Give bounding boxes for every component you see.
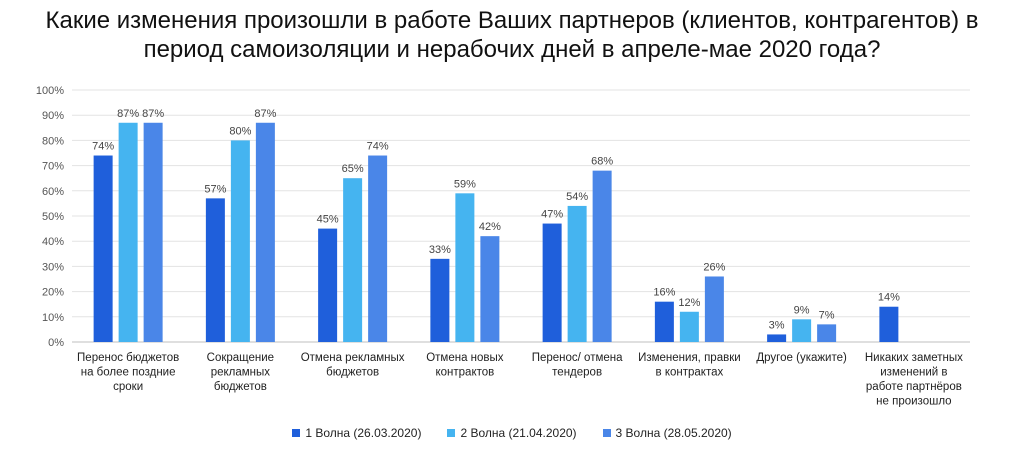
y-tick-label: 60%: [42, 186, 64, 198]
bar: [767, 334, 787, 342]
category-label: Никаких заметных: [865, 352, 963, 364]
category-label: Отмена новых: [426, 352, 504, 364]
legend-item: 3 Волна (28.05.2020): [602, 426, 732, 440]
bar: [592, 170, 612, 342]
chart-title-line-1: Какие изменения произошли в работе Ваших…: [45, 7, 979, 34]
bars: [93, 122, 899, 342]
bar: [368, 155, 388, 342]
y-tick-label: 10%: [42, 312, 64, 324]
y-tick-label: 100%: [36, 85, 64, 97]
category-label: рекламных: [211, 367, 271, 379]
data-label: 7%: [819, 309, 835, 321]
bar: [255, 122, 275, 342]
category-label: сроки: [113, 381, 143, 393]
category-label: на более поздние: [81, 367, 176, 379]
category-label: Изменения, правки: [638, 352, 741, 364]
data-label: 59%: [454, 178, 476, 190]
bar: [455, 193, 475, 342]
bar: [205, 198, 225, 342]
legend-item: 1 Волна (26.03.2020): [292, 426, 421, 440]
category-label: бюджетов: [214, 381, 267, 393]
chart-title: Какие изменения произошли в работе Ваших…: [0, 6, 1024, 64]
bar: [567, 205, 587, 342]
chart-title-line-2: период самоизоляции и нерабочих дней в а…: [143, 36, 881, 63]
category-label: Другое (укажите): [756, 352, 847, 364]
bar: [93, 155, 113, 342]
y-tick-label: 30%: [42, 261, 64, 273]
data-label: 54%: [566, 191, 588, 203]
legend-swatch: [602, 429, 611, 437]
bar: [654, 301, 674, 342]
legend-label: 2 Волна (21.04.2020): [460, 426, 577, 440]
legend-label: 1 Волна (26.03.2020): [305, 426, 422, 440]
data-label: 14%: [878, 292, 900, 304]
y-axis: 0% 10% 20% 30% 40% 50% 60% 70% 80% 90% 100%: [36, 85, 64, 349]
category-label: контрактов: [435, 367, 494, 379]
category-label: Перенос/ отмена: [532, 352, 623, 364]
y-tick-label: 80%: [42, 135, 64, 147]
data-label: 26%: [703, 261, 725, 273]
data-label: 33%: [429, 244, 451, 256]
category-label: работе партнёров: [866, 381, 962, 393]
data-label: 47%: [541, 209, 563, 221]
data-label: 9%: [794, 304, 810, 316]
bar: [430, 258, 450, 342]
category-label: Отмена рекламных: [301, 352, 405, 364]
data-label: 87%: [254, 108, 276, 120]
bar: [480, 236, 500, 342]
y-tick-label: 70%: [42, 161, 64, 173]
bar: [817, 324, 837, 342]
data-label: 68%: [591, 156, 613, 168]
data-label: 16%: [653, 287, 675, 299]
legend-item: 2 Волна (21.04.2020): [447, 426, 577, 440]
legend-swatch: [292, 429, 301, 437]
category-label: изменений в: [880, 367, 947, 379]
y-tick-label: 90%: [42, 110, 64, 122]
bar: [230, 140, 250, 342]
data-label: 87%: [117, 108, 139, 120]
bar: [318, 228, 338, 342]
data-label: 12%: [678, 297, 700, 309]
bar: [679, 311, 699, 342]
y-tick-label: 40%: [42, 236, 64, 248]
bar: [542, 223, 562, 342]
bar: [343, 178, 363, 342]
y-tick-label: 50%: [42, 211, 64, 223]
category-labels: Перенос бюджетов на более поздние сроки Сок…: [77, 352, 963, 408]
y-tick-label: 20%: [42, 287, 64, 299]
bar: [704, 276, 724, 342]
data-label: 42%: [479, 221, 501, 233]
bar: [143, 122, 163, 342]
bar: [879, 306, 899, 342]
category-label: в контрактах: [656, 367, 724, 379]
category-label: Сокращение: [207, 352, 274, 364]
data-label: 74%: [92, 141, 114, 153]
legend-label: 3 Волна (28.05.2020): [615, 426, 732, 440]
category-label: не произошло: [876, 396, 951, 408]
data-label: 74%: [367, 141, 389, 153]
data-label: 3%: [769, 319, 785, 331]
legend-swatch: [447, 429, 456, 437]
data-label: 57%: [204, 183, 226, 195]
data-label: 87%: [142, 108, 164, 120]
category-label: бюджетов: [326, 367, 379, 379]
category-label: тендеров: [552, 367, 602, 379]
data-label: 80%: [229, 125, 251, 137]
bar: [792, 319, 812, 342]
data-label: 45%: [317, 214, 339, 226]
bar: [118, 122, 138, 342]
data-label: 65%: [342, 163, 364, 175]
legend: 1 Волна (26.03.2020) 2 Волна (21.04.2020)…: [0, 426, 1024, 440]
y-tick-label: 0%: [48, 337, 64, 349]
category-label: Перенос бюджетов: [77, 352, 179, 364]
data-labels: 74%87% 87%57%80%87%45%65%74%33%59%42%47%5…: [92, 108, 900, 332]
